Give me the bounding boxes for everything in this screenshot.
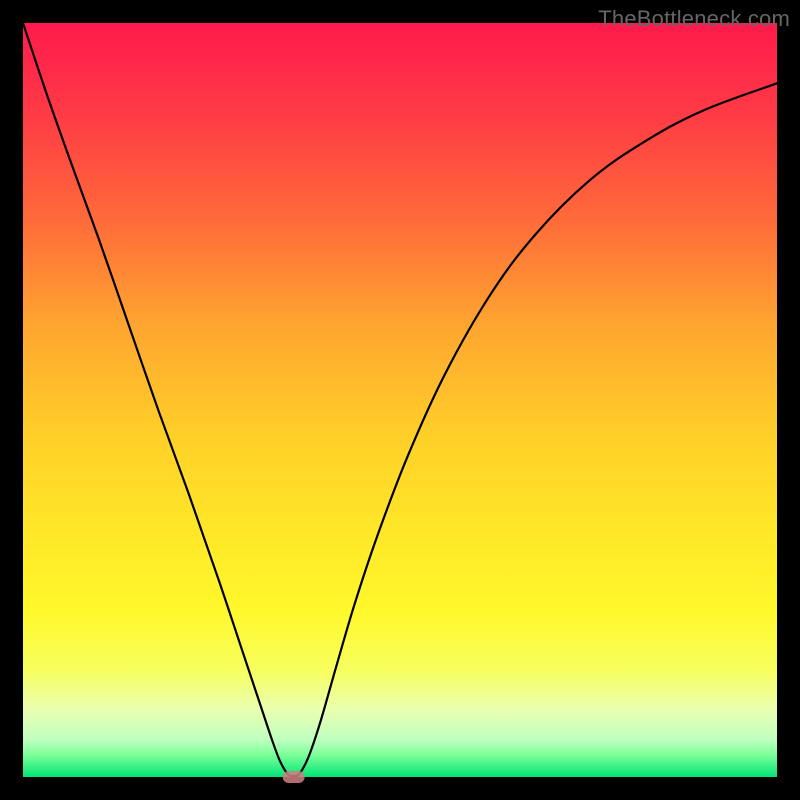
watermark-text: TheBottleneck.com <box>598 6 790 32</box>
chart-background <box>23 23 777 777</box>
bottleneck-chart <box>0 0 800 800</box>
optimum-marker <box>283 771 305 783</box>
